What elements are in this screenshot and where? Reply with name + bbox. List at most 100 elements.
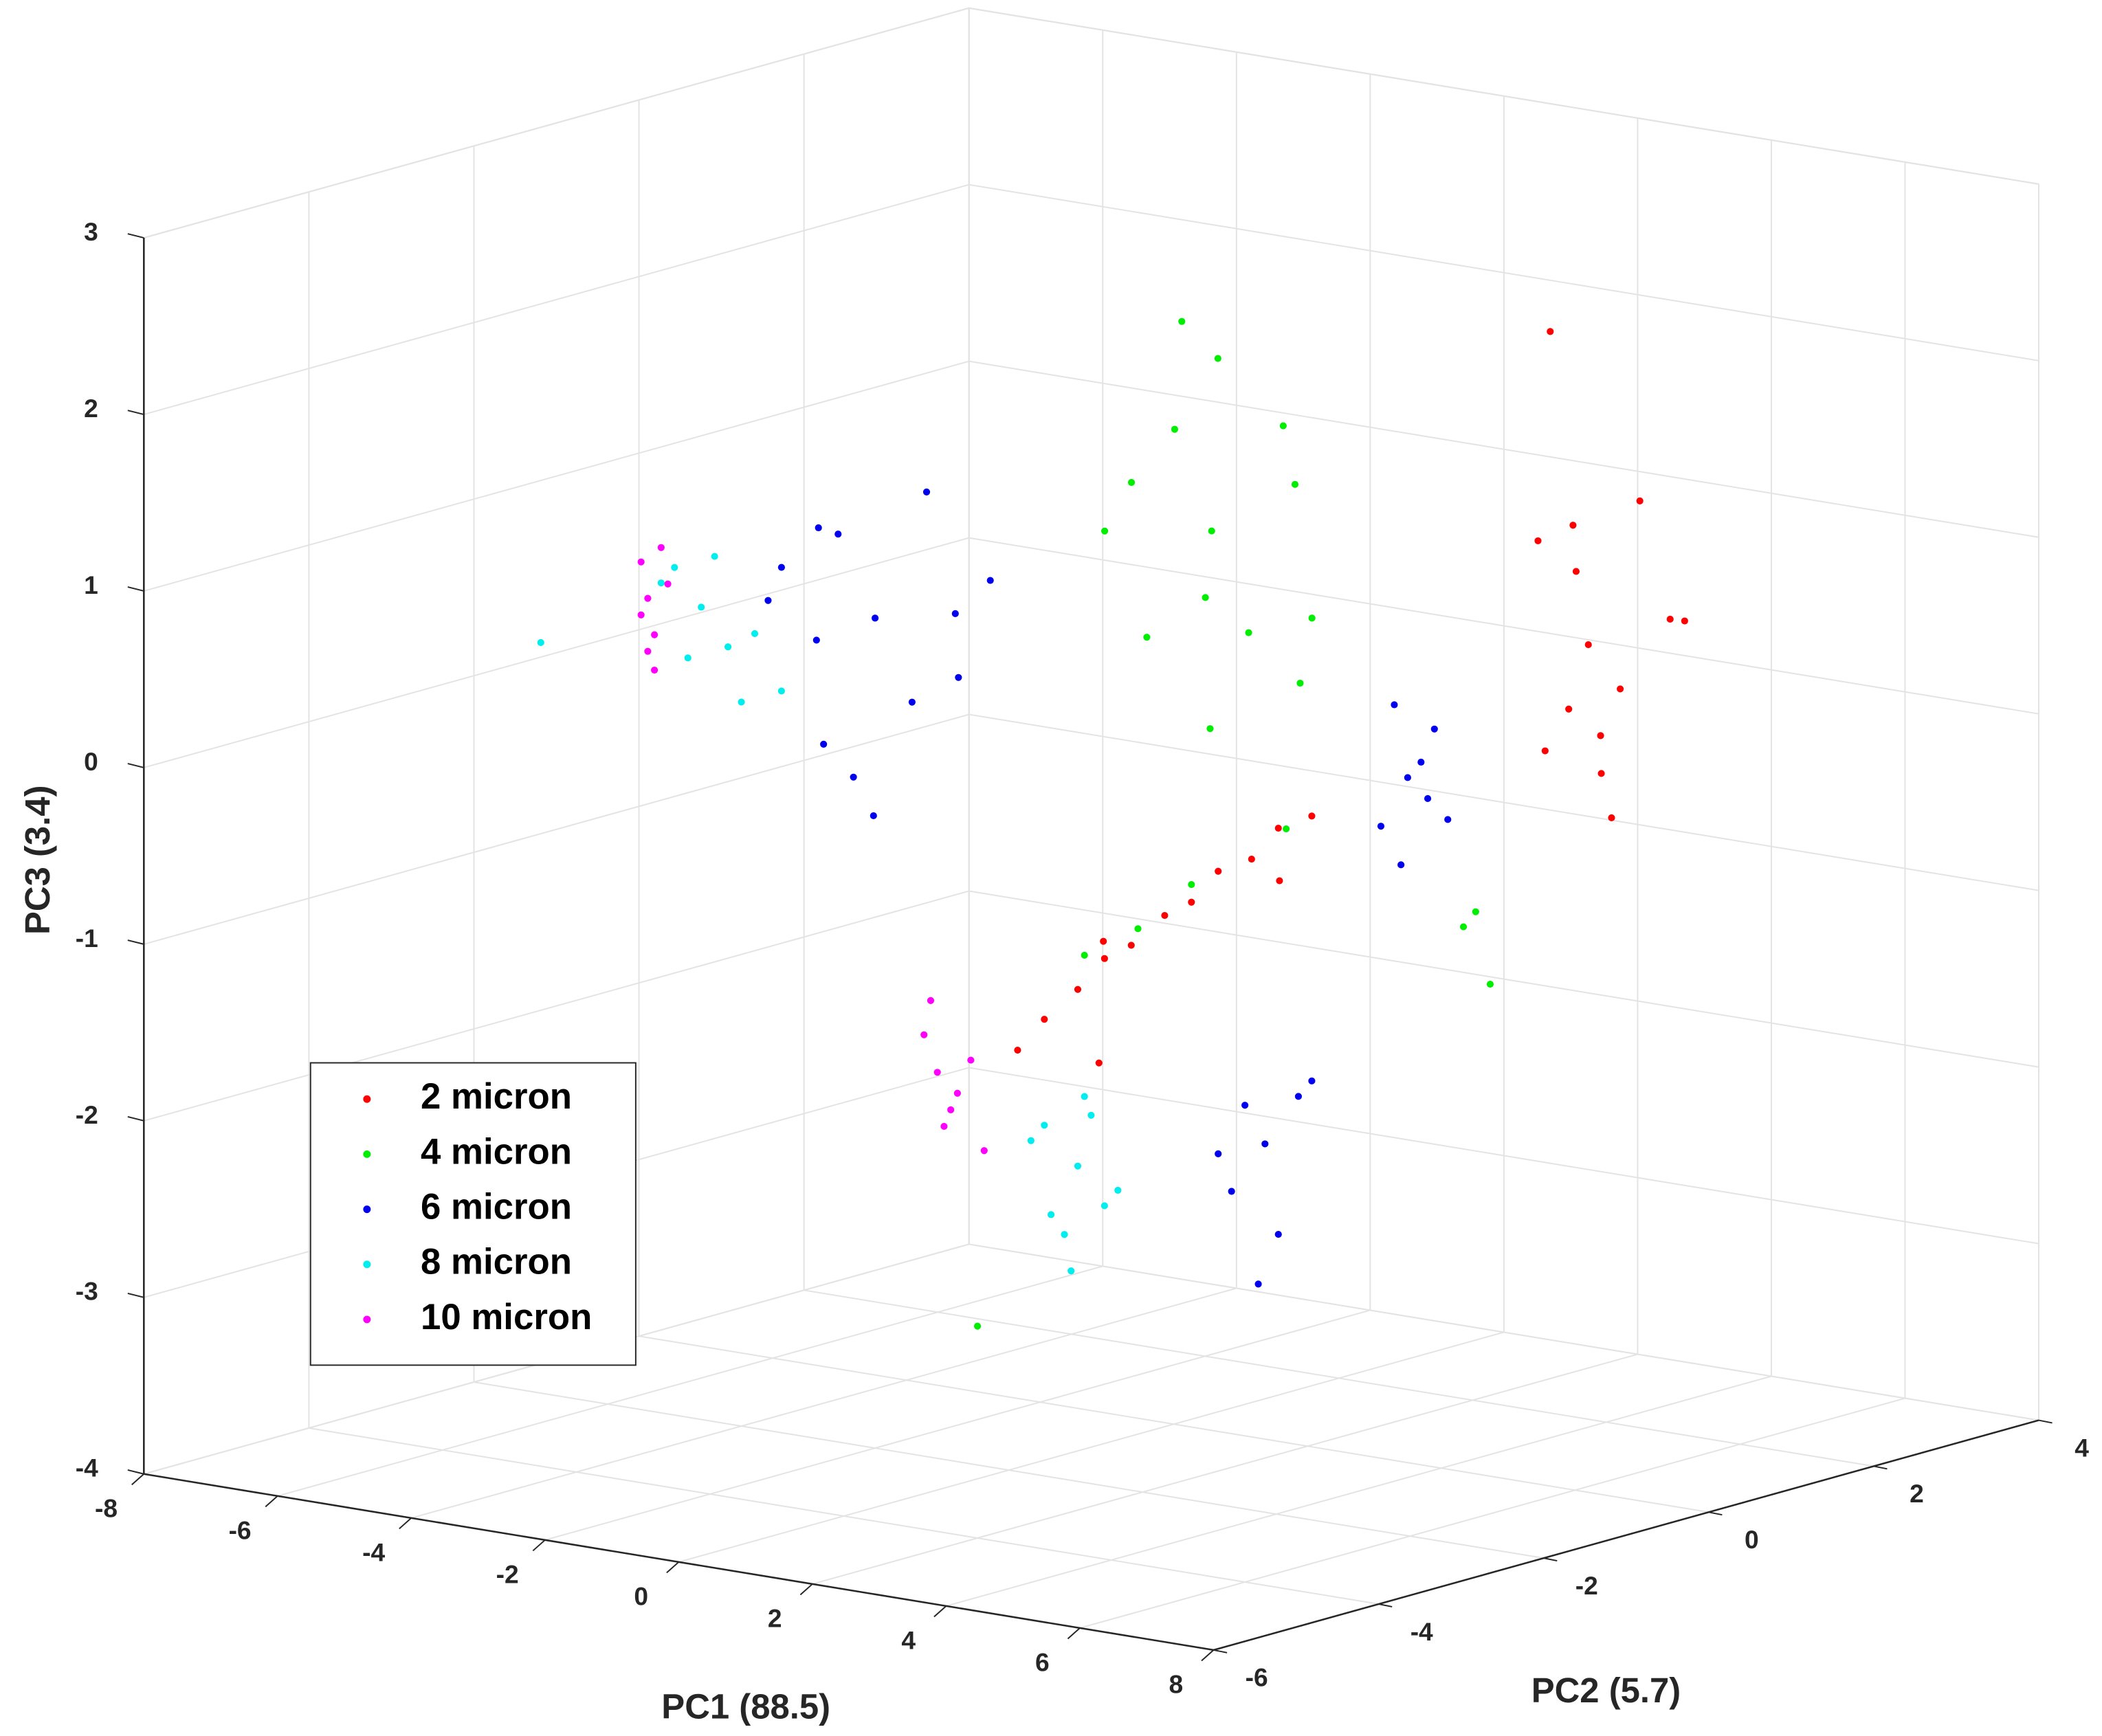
point <box>1081 1093 1088 1100</box>
z-tick-label: -3 <box>76 1277 98 1306</box>
point <box>644 647 652 655</box>
point <box>1215 867 1222 875</box>
z-tick <box>127 410 144 415</box>
z-tick <box>127 763 144 768</box>
point <box>1245 629 1252 636</box>
point <box>920 1031 928 1038</box>
point <box>657 579 665 587</box>
point <box>637 558 645 566</box>
point <box>644 594 652 602</box>
y-tick <box>1213 1649 1228 1654</box>
point <box>1041 1122 1048 1129</box>
x-tick-label: 4 <box>901 1625 916 1654</box>
grid-line <box>946 1375 1772 1607</box>
point <box>1074 1162 1082 1170</box>
grid-line <box>144 183 970 415</box>
x-tick-label: -8 <box>95 1493 118 1522</box>
legend-label: 4 micron <box>421 1131 572 1172</box>
point <box>1081 951 1088 959</box>
point <box>1087 1111 1095 1119</box>
x-tick-label: -4 <box>362 1537 385 1566</box>
x-tick-label: 2 <box>768 1603 782 1632</box>
y-tick-label: 2 <box>1910 1479 1924 1508</box>
point <box>1569 522 1577 529</box>
point <box>850 773 857 781</box>
x-tick <box>1067 1627 1081 1640</box>
point <box>1178 318 1186 325</box>
x-tick-label: 6 <box>1035 1647 1050 1676</box>
point <box>1617 685 1624 693</box>
z-tick-label: -1 <box>76 924 98 953</box>
point <box>980 1147 988 1155</box>
point <box>1291 480 1299 488</box>
point <box>711 553 718 560</box>
y-axis <box>1213 1419 2039 1651</box>
point <box>1047 1211 1055 1218</box>
grid-line <box>804 1289 1874 1467</box>
point <box>947 1106 955 1113</box>
y-tick-label: 0 <box>1745 1525 1759 1554</box>
point <box>922 488 931 496</box>
point <box>1666 615 1674 623</box>
point <box>1486 980 1494 988</box>
point <box>815 524 822 532</box>
point <box>1444 816 1452 823</box>
grid-line <box>678 1331 1505 1563</box>
grid-line <box>144 890 970 1122</box>
grid-line <box>969 537 2039 715</box>
legend-label: 6 micron <box>421 1187 572 1227</box>
legend-label: 8 micron <box>421 1242 572 1282</box>
point <box>724 643 732 651</box>
x-tick <box>666 1561 680 1574</box>
point <box>1430 725 1438 733</box>
grid-line <box>1079 1397 1905 1629</box>
z-tick <box>127 1292 144 1298</box>
point <box>777 564 785 571</box>
y-tick-label: -6 <box>1246 1663 1268 1692</box>
grid-line <box>639 1335 1709 1513</box>
grid-line <box>144 360 970 592</box>
point <box>973 1322 982 1330</box>
point <box>1188 880 1195 889</box>
point <box>1100 937 1107 945</box>
point <box>1171 425 1179 433</box>
point <box>1534 537 1542 544</box>
point <box>764 597 772 604</box>
y-tick <box>1543 1557 1558 1562</box>
y-axis-label: PC2 (5.7) <box>1531 1671 1681 1710</box>
point <box>1228 1188 1235 1195</box>
x-axis <box>144 1473 1214 1651</box>
point <box>870 812 877 820</box>
y-tick <box>1378 1603 1393 1607</box>
legend-marker <box>363 1260 371 1269</box>
point <box>657 544 665 551</box>
point <box>1100 955 1108 962</box>
grid-line <box>969 1067 2039 1245</box>
axes: -8 -6 -4 -2 0 2 4 6 8 -6 -4 -2 0 2 4 -4 -3 -2 -1 0 1 2 3 <box>76 217 2089 1698</box>
point <box>1296 679 1304 687</box>
point <box>871 614 879 622</box>
point <box>1206 725 1214 733</box>
z-tick-label: -4 <box>76 1454 98 1482</box>
point <box>1636 497 1644 504</box>
point <box>1597 732 1604 739</box>
y-tick-label: -2 <box>1575 1571 1598 1600</box>
point <box>1391 701 1398 709</box>
z-tick <box>127 1116 144 1122</box>
point <box>1681 617 1688 625</box>
x-tick <box>265 1495 278 1508</box>
x-tick <box>131 1473 144 1486</box>
point <box>1114 1186 1122 1194</box>
grid-line <box>969 360 2039 538</box>
grid-line <box>144 713 970 945</box>
point <box>1608 814 1615 822</box>
point <box>1308 614 1316 622</box>
z-axis-label: PC3 (3.4) <box>18 786 57 935</box>
point <box>967 1056 975 1064</box>
y-tick-label: -4 <box>1410 1617 1433 1646</box>
point <box>1274 824 1282 832</box>
x-tick-label: 0 <box>634 1581 648 1610</box>
z-tick <box>127 586 144 592</box>
x-tick-label: 8 <box>1169 1669 1183 1698</box>
